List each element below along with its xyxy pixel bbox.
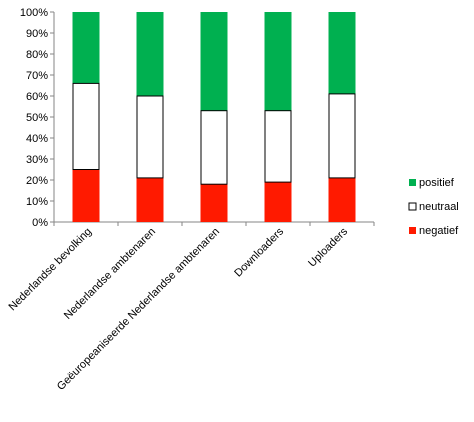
y-tick-label: 80% [26, 49, 48, 61]
bar-segment-positief [200, 12, 228, 111]
bar-segment-neutraal [328, 93, 356, 178]
y-tick-label: 20% [26, 175, 48, 187]
legend-swatch-positief [409, 179, 416, 186]
y-tick-label: 40% [26, 133, 48, 145]
bar-segment-neutraal [72, 83, 100, 170]
bar-segment-negatief [264, 182, 292, 222]
bar-segment-neutraal [264, 110, 292, 183]
y-tick-label: 50% [26, 112, 48, 124]
bar-segment-positief [72, 12, 100, 84]
bar-segment-outline [136, 95, 164, 179]
legend-swatch-negatief [409, 227, 416, 234]
y-tick-label: 0% [32, 217, 48, 229]
legend-label-neutraal: neutraal [419, 201, 459, 213]
bar-segment-negatief [200, 184, 228, 222]
bar-segment-negatief [136, 177, 164, 222]
legend-swatch-neutraal [408, 202, 417, 211]
chart-legend: positief neutraal negatief [408, 177, 459, 237]
bar-segment-outline [264, 110, 292, 183]
x-category-label: Downloaders [232, 225, 286, 279]
bar-segment-neutraal [136, 96, 164, 178]
bar-segment-positief [328, 12, 356, 94]
y-tick-label: 30% [26, 154, 48, 166]
bar-segment-negatief [328, 177, 356, 222]
y-tick-label: 100% [20, 7, 48, 19]
bar-segment-neutraal [200, 110, 228, 185]
bar-segment-positief [264, 12, 292, 111]
bar-segment-outline [200, 110, 228, 185]
y-tick-label: 60% [26, 91, 48, 103]
bar-segment-negatief [72, 169, 100, 222]
bar-segment-positief [136, 12, 164, 96]
bar-segment-outline [72, 82, 100, 170]
legend-label-negatief: negatief [419, 225, 459, 237]
bar-segment-outline [328, 93, 356, 179]
y-tick-label: 70% [26, 70, 48, 82]
y-axis-ticks: 0% 10% 20% 30% 40% 50% 60% 70% 80% 90% 100% [20, 7, 375, 229]
chart-bars [72, 12, 356, 222]
legend-label-positief: positief [419, 177, 455, 189]
y-tick-label: 10% [26, 196, 48, 208]
y-tick-label: 90% [26, 28, 48, 40]
x-category-label: Uploaders [306, 225, 350, 269]
